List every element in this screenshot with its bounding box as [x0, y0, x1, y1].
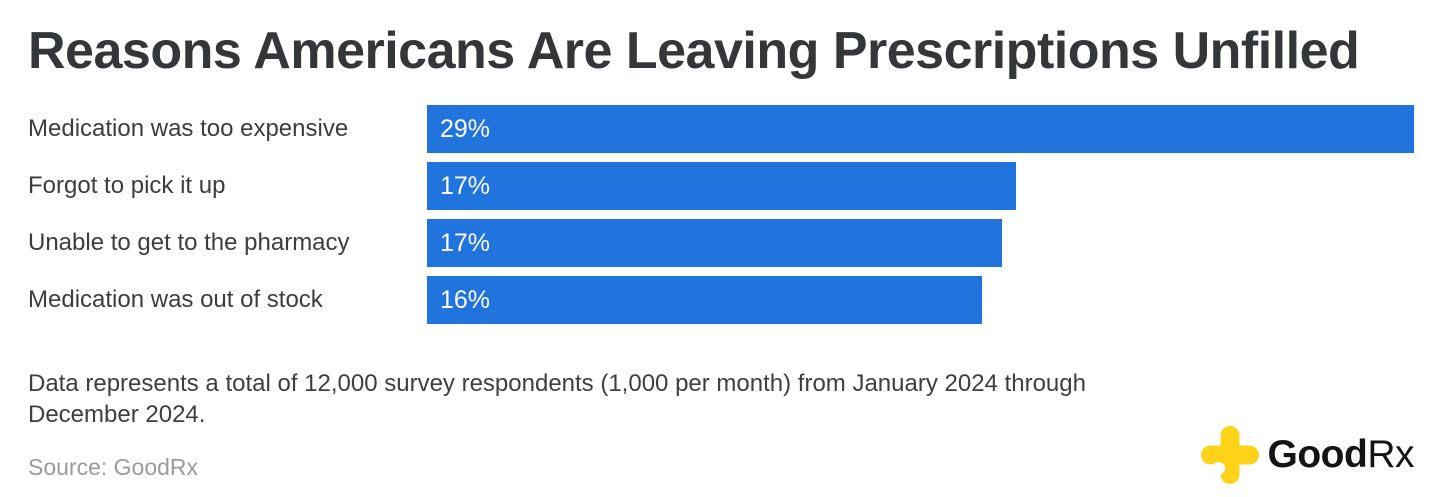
- goodrx-logo: GoodRx: [1200, 426, 1415, 484]
- chart-title: Reasons Americans Are Leaving Prescripti…: [28, 22, 1360, 80]
- goodrx-wordmark-rx: Rx: [1367, 433, 1414, 476]
- bar: 16%: [427, 276, 982, 324]
- category-label: Forgot to pick it up: [28, 172, 226, 199]
- chart-row: Unable to get to the pharmacy 17%: [28, 219, 1414, 267]
- goodrx-wordmark-good: Good: [1267, 433, 1368, 476]
- bar-track: 29%: [427, 105, 1414, 153]
- chart-note: Data represents a total of 12,000 survey…: [28, 370, 1086, 428]
- chart-row: Medication was out of stock 16%: [28, 276, 1414, 324]
- bar: 17%: [427, 219, 1003, 267]
- bar-track: 17%: [427, 162, 1414, 210]
- bar-value-label: 29%: [440, 114, 491, 143]
- bar-value-label: 16%: [440, 285, 491, 314]
- bar-chart: Medication was too expensive 29% Forgot to…: [28, 105, 1414, 324]
- bar-track: 16%: [427, 276, 1414, 324]
- bar: 17%: [427, 162, 1016, 210]
- bar-value-label: 17%: [440, 171, 491, 200]
- bar-value-label: 17%: [440, 228, 491, 257]
- category-label: Unable to get to the pharmacy: [28, 229, 350, 256]
- bar: 29%: [427, 105, 1414, 153]
- source-text: Source: GoodRx: [28, 454, 199, 480]
- chart-page: Reasons Americans Are Leaving Prescripti…: [0, 20, 1440, 497]
- chart-row: Medication was too expensive 29%: [28, 105, 1414, 153]
- chart-footer: Source: GoodRx GoodRx: [28, 426, 1414, 484]
- category-label: Medication was out of stock: [28, 286, 323, 313]
- category-label: Medication was too expensive: [28, 115, 349, 142]
- goodrx-wordmark: GoodRx: [1267, 426, 1415, 484]
- goodrx-cross-icon: [1200, 426, 1259, 484]
- bar-track: 17%: [427, 219, 1414, 267]
- chart-row: Forgot to pick it up 17%: [28, 162, 1414, 210]
